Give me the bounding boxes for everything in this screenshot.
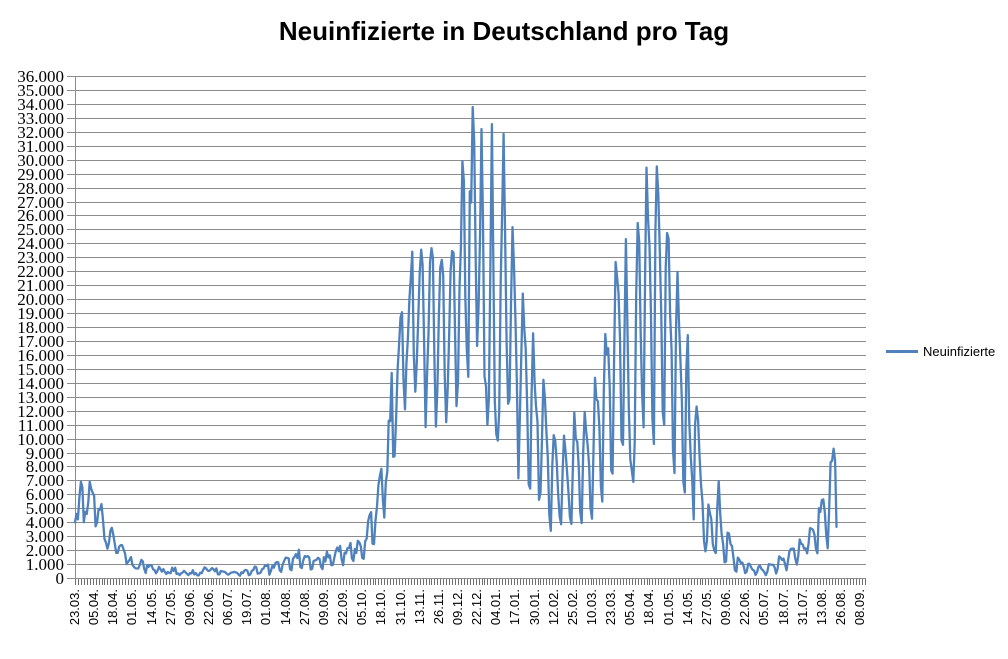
x-axis-tick-label: 17.01.	[507, 589, 523, 626]
x-axis-tick-label: 22.09.	[335, 589, 351, 626]
x-axis-tick-label: 01.05.	[124, 589, 140, 626]
x-axis-tick-label: 01.08.	[258, 589, 274, 626]
x-axis-tick-label: 13.08.	[813, 589, 829, 626]
x-axis-tick-label: 23.03.	[67, 589, 82, 626]
chart-title: Neuinfizierte in Deutschland pro Tag	[278, 16, 730, 46]
x-axis-tick-label: 18.07.	[775, 589, 791, 626]
y-axis-tick-label: 11.000	[17, 415, 64, 435]
x-axis-tick-label: 30.01.	[526, 589, 542, 626]
y-axis-tick-label: 3.000	[25, 527, 64, 547]
y-axis-tick-label: 33.000	[17, 108, 64, 128]
y-axis-tick-label: 26.000	[17, 206, 64, 226]
x-axis-tick-label: 06.07.	[220, 589, 236, 626]
y-axis-tick-label: 8.000	[25, 457, 64, 477]
x-axis-tick-label: 23.03.	[603, 589, 619, 626]
y-axis-tick-label: 9.000	[25, 443, 64, 463]
y-axis-tick-label: 24.000	[17, 234, 64, 254]
x-axis-tick-label: 26.11.	[430, 589, 446, 625]
x-axis-tick-label: 09.12.	[449, 589, 465, 626]
x-axis-tick-label: 18.10.	[373, 589, 389, 626]
y-axis-tick-label: 30.000	[17, 150, 64, 170]
x-axis-tick-label: 18.04.	[105, 589, 121, 626]
y-axis-tick-label: 22.000	[17, 262, 64, 282]
y-axis-tick-label: 13.000	[17, 387, 64, 407]
x-axis-tick-label: 26.08.	[832, 589, 848, 626]
x-axis-tick-label: 14.05.	[143, 589, 159, 626]
x-axis-tick-label: 22.06.	[737, 589, 753, 626]
y-axis-tick-label: 27.000	[17, 192, 64, 212]
y-axis-tick-label: 25.000	[17, 220, 64, 240]
x-axis-tick-label: 18.04.	[641, 589, 657, 626]
y-axis-tick-label: 21.000	[17, 276, 64, 296]
x-axis-tick-label: 14.08.	[277, 589, 293, 626]
y-axis-tick-label: 10.000	[17, 429, 64, 449]
x-axis-tick-label: 05.04.	[622, 589, 638, 626]
x-axis-tick-label: 08.09.	[852, 589, 868, 626]
x-axis-tick-label: 12.02.	[545, 589, 561, 626]
y-axis-tick-label: 31.000	[17, 136, 64, 156]
x-axis-tick-label: 09.09.	[315, 589, 331, 626]
y-axis-tick-label: 15.000	[17, 359, 64, 379]
legend-label: Neuinfizierte	[923, 344, 996, 359]
x-axis-tick-label: 09.06.	[718, 589, 734, 626]
x-axis-tick-label: 19.07.	[239, 589, 255, 626]
y-axis-tick-label: 36.000	[17, 67, 64, 86]
y-axis-tick-label: 20.000	[17, 290, 64, 310]
x-axis-tick-label: 22.06.	[201, 589, 217, 626]
y-axis-tick-label: 29.000	[17, 164, 64, 184]
legend-line-sample	[886, 350, 918, 353]
x-axis-tick-label: 05.07.	[756, 589, 772, 626]
x-axis-tick-label: 25.02.	[564, 589, 580, 626]
y-axis-tick-label: 5.000	[25, 499, 64, 519]
y-axis-tick-label: 0	[55, 569, 65, 588]
y-axis-tick-label: 35.000	[17, 80, 64, 100]
y-axis-tick-label: 14.000	[17, 373, 64, 393]
x-axis-tick-label: 27.05.	[698, 589, 714, 626]
y-axis-tick-label: 1.000	[25, 555, 64, 575]
x-axis-tick-label: 01.05.	[660, 589, 676, 626]
x-axis-tick-label: 04.01.	[488, 589, 504, 626]
x-axis-tick-label: 13.11.	[411, 589, 427, 625]
x-axis-tick-label: 27.08.	[296, 589, 312, 626]
y-axis-tick-label: 6.000	[25, 485, 64, 505]
x-axis-tick-label: 22.12.	[469, 589, 485, 626]
x-axis-tick-label: 05.04.	[86, 589, 102, 626]
series-line	[73, 105, 838, 577]
y-axis-tick-label: 18.000	[17, 318, 64, 337]
x-axis-tick-label: 31.07.	[794, 589, 810, 626]
y-axis-tick-label: 2.000	[25, 541, 64, 561]
y-axis-tick-label: 16.000	[17, 345, 64, 365]
y-axis-tick-label: 4.000	[25, 513, 64, 533]
legend: Neuinfizierte	[886, 344, 995, 359]
y-axis-tick-label: 28.000	[17, 178, 64, 198]
y-axis-tick-label: 34.000	[17, 94, 64, 114]
x-axis-tick-label: 27.05.	[162, 589, 178, 626]
y-axis-tick-label: 32.000	[17, 122, 64, 142]
y-axis-tick-label: 19.000	[17, 304, 64, 324]
x-axis-tick-label: 10.03.	[584, 589, 600, 626]
y-axis-tick-label: 7.000	[25, 471, 64, 491]
x-axis-tick-label: 31.10.	[392, 589, 408, 626]
x-axis-tick-label: 05.10.	[354, 589, 370, 626]
y-axis-tick-label: 17.000	[17, 331, 64, 351]
y-axis-tick-label: 12.000	[17, 401, 64, 421]
x-axis-tick-label: 14.05.	[679, 589, 695, 626]
x-axis-tick-label: 09.06.	[181, 589, 197, 626]
y-axis-tick-label: 23.000	[17, 248, 64, 268]
